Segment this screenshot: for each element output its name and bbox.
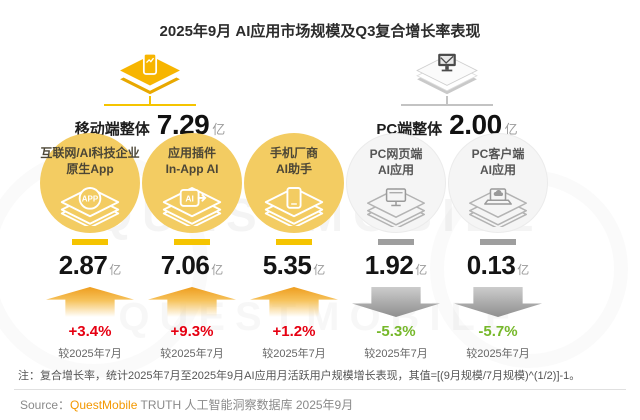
source-prefix: Source：	[20, 398, 71, 412]
category-value: 5.35	[262, 250, 312, 280]
ai-plugin-stack-icon: AI	[162, 187, 222, 227]
pedestal-bar	[72, 239, 108, 245]
change-percent: +3.4%	[68, 323, 112, 340]
svg-text:AI: AI	[185, 194, 193, 204]
category-columns: 互联网/AI科技企业 原生App APP 2.87 亿 +3.4% 较2025年…	[39, 133, 549, 361]
down-arrow	[352, 287, 440, 317]
category-circle: PC网页端 AI应用	[346, 133, 446, 233]
column-in-app-ai: 应用插件 In-App AI AI 7.06 亿 +9.3% 较202	[141, 133, 243, 361]
compare-label: 较2025年7月	[160, 348, 224, 360]
source-line: Source：QuestMobile TRUTH 人工智能洞察数据库 2025年…	[20, 396, 353, 413]
category-label-line2: 原生App	[66, 161, 114, 176]
category-unit: 亿	[211, 263, 224, 277]
column-pc-web: PC网页端 AI应用 1.92 亿 -5.3%	[345, 133, 447, 361]
source-brand: QuestMobile	[70, 398, 138, 412]
category-value: 1.92	[364, 250, 414, 280]
category-label-line2: AI应用	[479, 162, 516, 177]
category-label-line2: AI应用	[377, 162, 414, 177]
change-percent: -5.7%	[478, 323, 518, 340]
mobile-stack-icon	[120, 52, 180, 95]
app-stack-icon: APP	[60, 187, 120, 227]
mobile-overall-unit: 亿	[212, 122, 226, 137]
compare-label: 较2025年7月	[58, 348, 122, 360]
category-label-line1: 手机厂商	[269, 146, 318, 160]
column-pc-client: PC客户端 AI应用 0.13 亿 -5.7% 较2025年7月	[447, 133, 549, 361]
phone-stack-icon	[264, 187, 324, 227]
category-unit: 亿	[415, 263, 428, 277]
category-unit: 亿	[313, 263, 326, 277]
category-label: PC网页端 AI应用	[370, 147, 423, 178]
compare-label: 较2025年7月	[466, 348, 530, 360]
category-label: PC客户端 AI应用	[472, 147, 525, 178]
value-row: 7.06 亿	[161, 250, 224, 280]
connector-line	[149, 96, 151, 104]
category-label: 互联网/AI科技企业 原生App	[40, 146, 139, 177]
column-phone-assistant: 手机厂商 AI助手 5.35 亿 +1.2% 较2025年7月	[243, 133, 345, 361]
source-suffix: TRUTH 人工智能洞察数据库 2025年9月	[137, 398, 354, 412]
footnote: 注：复合增长率，统计2025年7月至2025年9月AI应用月活跃用户规模增长表现…	[18, 370, 581, 382]
down-arrow	[454, 287, 542, 317]
compare-label: 较2025年7月	[262, 348, 326, 360]
pedestal-bar	[276, 239, 312, 245]
category-circle: PC客户端 AI应用	[448, 133, 548, 233]
value-row: 2.87 亿	[59, 250, 122, 280]
value-row: 1.92 亿	[365, 250, 428, 280]
category-label-line1: PC网页端	[369, 147, 423, 161]
pc-overall-label-row: PC端整体 2.00 亿	[376, 109, 517, 141]
svg-text:APP: APP	[82, 195, 99, 204]
category-circle: 应用插件 In-App AI AI	[142, 133, 242, 233]
client-stack-icon	[469, 188, 527, 228]
category-circle: 手机厂商 AI助手	[244, 133, 344, 233]
divider-line	[14, 389, 626, 390]
category-label-line1: PC客户端	[471, 147, 525, 161]
change-percent: -5.3%	[376, 323, 416, 340]
category-unit: 亿	[517, 263, 530, 277]
change-percent: +9.3%	[170, 323, 214, 340]
category-label: 手机厂商 AI助手	[270, 146, 318, 177]
up-arrow	[250, 287, 338, 317]
category-value: 0.13	[466, 250, 516, 280]
pc-stack-icon	[416, 53, 478, 95]
connector-line	[446, 96, 448, 104]
category-label-line2: In-App AI	[165, 161, 219, 176]
value-row: 0.13 亿	[467, 250, 530, 280]
page-title: 2025年9月 AI应用市场规模及Q3复合增长率表现	[159, 23, 481, 40]
connector-line	[104, 104, 196, 106]
pedestal-bar	[378, 239, 414, 245]
pc-overall-group: PC端整体 2.00 亿	[347, 52, 547, 141]
category-label: 应用插件 In-App AI	[166, 146, 219, 177]
column-native-app: 互联网/AI科技企业 原生App APP 2.87 亿 +3.4% 较2025年…	[39, 133, 141, 361]
up-arrow	[148, 287, 236, 317]
category-label-line2: AI助手	[275, 161, 312, 176]
category-unit: 亿	[109, 263, 122, 277]
pedestal-bar	[480, 239, 516, 245]
compare-label: 较2025年7月	[364, 348, 428, 360]
pedestal-bar	[174, 239, 210, 245]
category-value: 2.87	[58, 250, 108, 280]
change-percent: +1.2%	[272, 323, 316, 340]
connector-line	[401, 104, 493, 106]
category-label-line1: 互联网/AI科技企业	[40, 146, 140, 160]
category-label-line1: 应用插件	[167, 146, 216, 160]
up-arrow	[46, 287, 134, 317]
mobile-overall-group: 移动端整体 7.29 亿	[50, 52, 250, 141]
web-stack-icon	[367, 188, 425, 228]
category-circle: 互联网/AI科技企业 原生App APP	[40, 133, 140, 233]
category-value: 7.06	[160, 250, 210, 280]
value-row: 5.35 亿	[263, 250, 326, 280]
